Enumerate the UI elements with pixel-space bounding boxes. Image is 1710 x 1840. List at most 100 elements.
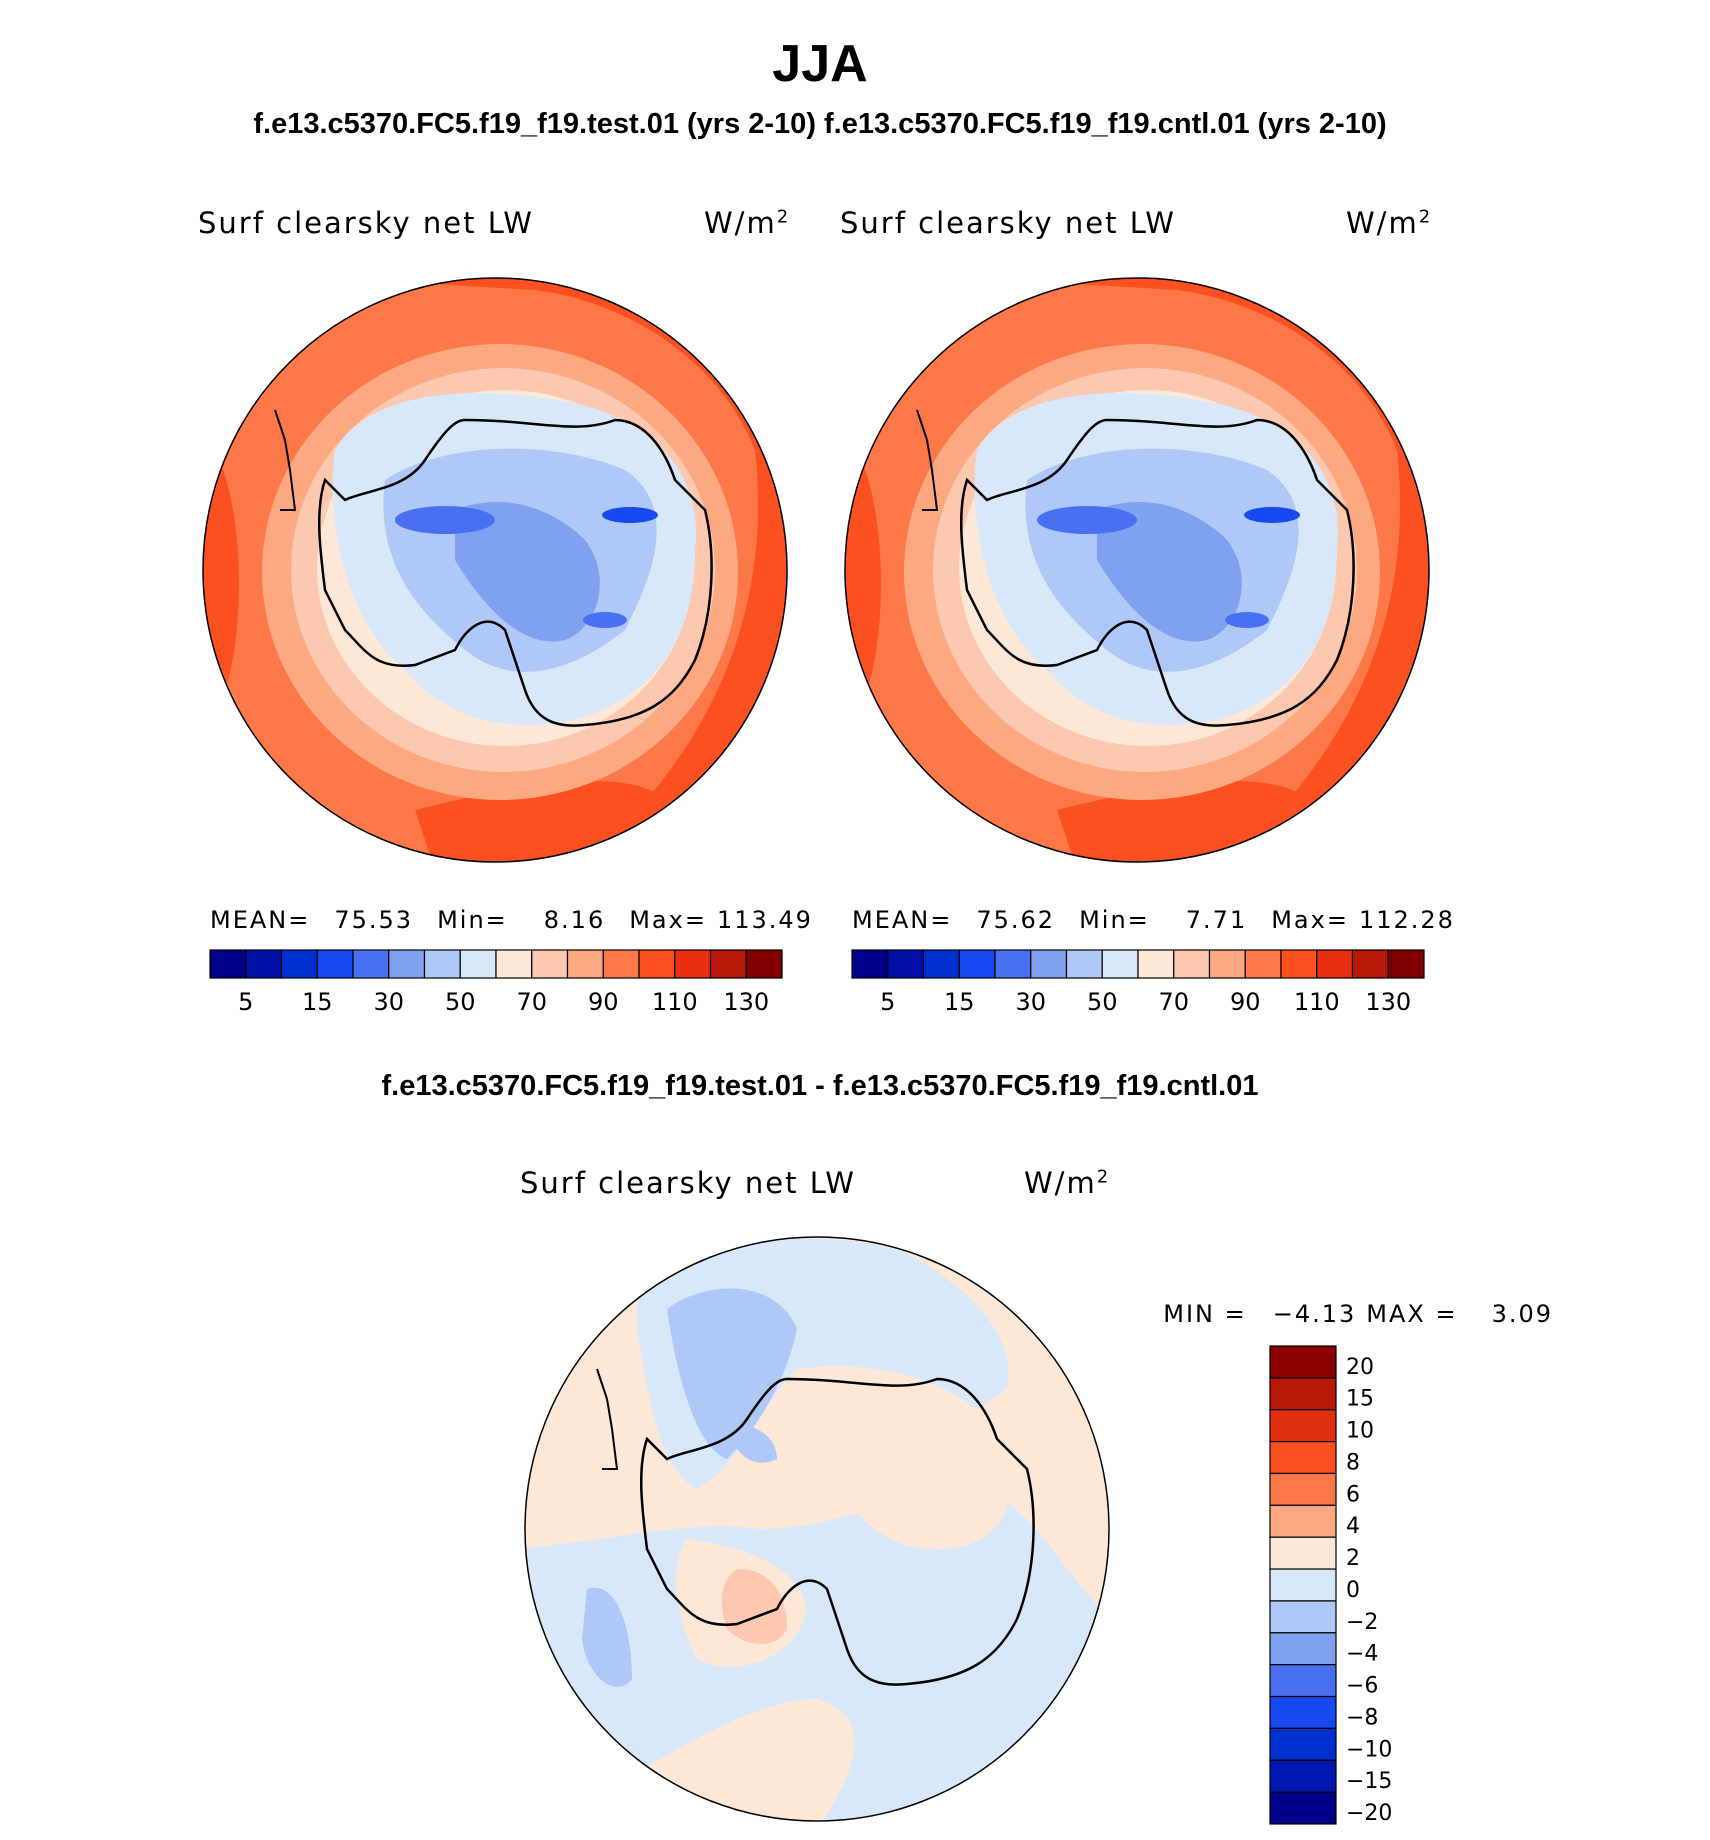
diff-colorbar-tick-label: −2 xyxy=(1346,1610,1378,1635)
diff-colorbar-swatch xyxy=(1269,1759,1337,1793)
diff-colorbar-swatch xyxy=(1269,1632,1337,1666)
cntl-colorbar-swatch xyxy=(1280,949,1318,979)
diff-colorbar-tick-label: 6 xyxy=(1346,1482,1360,1507)
test-colorbar-swatch xyxy=(566,949,604,979)
cntl-colorbar-swatch xyxy=(1387,949,1425,979)
test-colorbar-swatch xyxy=(709,949,747,979)
test-map xyxy=(202,277,788,863)
cntl-colorbar-tick-label: 30 xyxy=(1015,988,1046,1016)
test-units-exp: 2 xyxy=(776,206,791,228)
cntl-colorbar-swatch xyxy=(851,949,889,979)
diff-colorbar-swatch xyxy=(1269,1504,1337,1538)
cntl-colorbar-swatch xyxy=(1030,949,1068,979)
test-colorbar-tick-label: 130 xyxy=(723,988,769,1016)
test-colorbar-tick-label: 90 xyxy=(588,988,619,1016)
diff-colorbar-tick-label: 15 xyxy=(1346,1387,1374,1412)
test-mean-label: MEAN= xyxy=(210,906,311,934)
test-max-value: 113.49 xyxy=(716,906,813,934)
test-variable-label: Surf clearsky net LW xyxy=(198,206,534,240)
figure-subtitle: f.e13.c5370.FC5.f19_f19.test.01 (yrs 2-1… xyxy=(253,108,1387,140)
cntl-colorbar-swatch xyxy=(1065,949,1103,979)
cntl-colorbar-tick-label: 5 xyxy=(880,988,895,1016)
test-colorbar-tick-label: 5 xyxy=(238,988,253,1016)
diff-units-label: W/m2 xyxy=(1024,1166,1110,1200)
diff-title: f.e13.c5370.FC5.f19_f19.test.01 - f.e13.… xyxy=(381,1070,1259,1102)
cntl-min-value: 7.71 xyxy=(1185,906,1248,934)
diff-colorbar-swatch xyxy=(1269,1536,1337,1570)
diff-stats: MIN = −4.13 MAX = 3.09 xyxy=(1144,1272,1553,1328)
cntl-units-label: W/m2 xyxy=(1346,206,1432,240)
test-colorbar-swatch xyxy=(531,949,569,979)
diff-colorbar-swatch xyxy=(1269,1727,1337,1761)
test-colorbar-swatch xyxy=(674,949,712,979)
diff-colorbar-swatch xyxy=(1269,1345,1337,1379)
diff-colorbar-tick-label: −8 xyxy=(1346,1705,1378,1730)
diff-units-exp: 2 xyxy=(1096,1166,1111,1188)
diff-colorbar-swatch xyxy=(1269,1568,1337,1602)
diff-colorbar-swatch xyxy=(1269,1600,1337,1634)
diff-map xyxy=(524,1236,1110,1822)
diff-colorbar-tick-label: 8 xyxy=(1346,1450,1360,1475)
test-units-label: W/m2 xyxy=(704,206,790,240)
diff-colorbar-swatch xyxy=(1269,1791,1337,1825)
cntl-colorbar-swatch xyxy=(1316,949,1354,979)
cntl-stats: MEAN= 75.62 Min= 7.71 Max= 112.28 xyxy=(852,906,1455,934)
diff-min-label: MIN = xyxy=(1163,1300,1247,1328)
cntl-colorbar-tick-label: 50 xyxy=(1087,988,1118,1016)
test-colorbar-swatch xyxy=(352,949,390,979)
test-mean-value: 75.53 xyxy=(334,906,414,934)
test-max-label: Max= xyxy=(629,906,707,934)
test-colorbar-swatch xyxy=(495,949,533,979)
cntl-colorbar-swatch xyxy=(994,949,1032,979)
test-colorbar-swatch xyxy=(459,949,497,979)
test-colorbar-swatch xyxy=(209,949,247,979)
test-colorbar-swatch xyxy=(602,949,640,979)
cntl-colorbar-tick-label: 15 xyxy=(944,988,975,1016)
figure-title: JJA xyxy=(772,35,868,93)
diff-colorbar-tick-label: 10 xyxy=(1346,1419,1374,1444)
diff-max-label: MAX = xyxy=(1366,1300,1458,1328)
cntl-colorbar-swatch xyxy=(958,949,996,979)
test-colorbar-tick-label: 15 xyxy=(302,988,333,1016)
test-colorbar-swatch xyxy=(388,949,426,979)
cntl-units-exp: 2 xyxy=(1418,206,1433,228)
cntl-colorbar-swatch xyxy=(1173,949,1211,979)
diff-colorbar-tick-label: 0 xyxy=(1346,1578,1360,1603)
diff-variable-label: Surf clearsky net LW xyxy=(520,1166,856,1200)
cntl-colorbar-tick-label: 130 xyxy=(1365,988,1411,1016)
diff-colorbar-tick-label: −10 xyxy=(1346,1737,1392,1762)
cntl-colorbar-swatch xyxy=(1137,949,1175,979)
diff-colorbar-tick-label: −6 xyxy=(1346,1674,1378,1699)
cntl-colorbar-swatch xyxy=(1244,949,1282,979)
diff-colorbar-tick-label: 4 xyxy=(1346,1514,1360,1539)
cntl-colorbar-tick-label: 90 xyxy=(1230,988,1261,1016)
diff-colorbar-tick-label: −15 xyxy=(1346,1769,1392,1794)
diff-colorbar-swatch xyxy=(1269,1664,1337,1698)
cntl-min-label: Min= xyxy=(1079,906,1150,934)
cntl-colorbar-swatch xyxy=(887,949,925,979)
cntl-max-label: Max= xyxy=(1271,906,1349,934)
test-colorbar-tick-label: 110 xyxy=(652,988,698,1016)
cntl-mean-value: 75.62 xyxy=(976,906,1056,934)
cntl-colorbar-tick-label: 110 xyxy=(1294,988,1340,1016)
cntl-colorbar: 5 15 30 50 70 90 110 130 xyxy=(851,949,1425,1016)
diff-colorbar-tick-label: −4 xyxy=(1346,1642,1378,1667)
cntl-colorbar-tick-label: 70 xyxy=(1158,988,1189,1016)
diff-units-base: W/m xyxy=(1024,1166,1097,1200)
diff-colorbar-tick-label: 2 xyxy=(1346,1546,1360,1571)
test-colorbar: 5 15 30 50 70 90 110 130 xyxy=(209,949,783,1016)
diff-max-value: 3.09 xyxy=(1491,1300,1554,1328)
cntl-units-base: W/m xyxy=(1346,206,1419,240)
test-colorbar-swatch xyxy=(245,949,283,979)
test-units-base: W/m xyxy=(704,206,777,240)
diff-colorbar-swatch xyxy=(1269,1377,1337,1411)
test-min-label: Min= xyxy=(437,906,508,934)
diff-colorbar-swatch xyxy=(1269,1409,1337,1443)
diff-colorbar-swatch xyxy=(1269,1695,1337,1729)
cntl-colorbar-swatch xyxy=(922,949,960,979)
diff-colorbar-swatch xyxy=(1269,1440,1337,1475)
diff-colorbar-swatch xyxy=(1269,1472,1337,1506)
cntl-mean-label: MEAN= xyxy=(852,906,953,934)
test-colorbar-swatch xyxy=(280,949,318,979)
test-colorbar-tick-label: 70 xyxy=(516,988,547,1016)
